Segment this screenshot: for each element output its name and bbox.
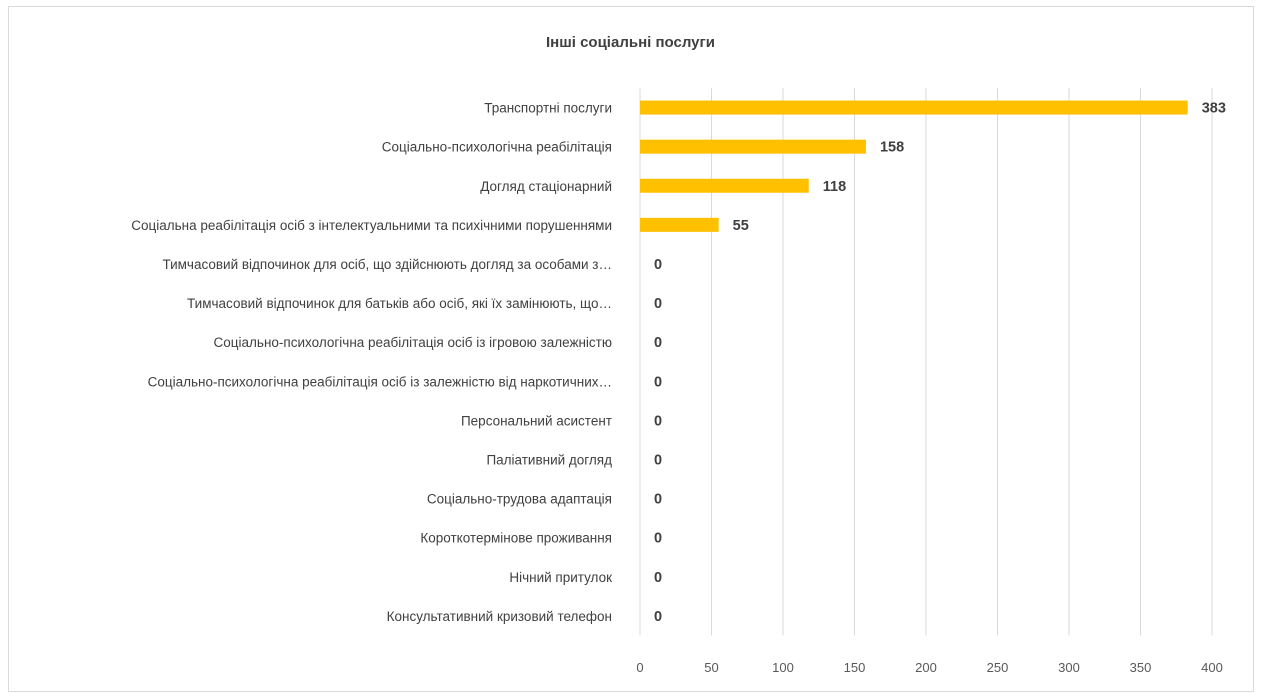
- x-tick-label: 100: [772, 660, 794, 675]
- data-label: 0: [654, 257, 662, 273]
- category-label: Нічний притулок: [509, 570, 612, 585]
- data-label: 0: [654, 492, 662, 508]
- x-tick-label: 0: [636, 660, 643, 675]
- category-label: Соціально-психологічна реабілітація осіб…: [148, 374, 612, 389]
- bar: [640, 178, 809, 193]
- chart-title: Інші соціальні послуги: [546, 34, 715, 51]
- category-label: Тимчасовий відпочинок для батьків або ос…: [187, 296, 612, 311]
- x-tick-label: 150: [844, 660, 866, 675]
- category-label: Консультативний кризовий телефон: [387, 609, 612, 624]
- data-label: 0: [654, 570, 662, 586]
- data-label: 0: [654, 531, 662, 547]
- category-label: Транспортні послуги: [484, 101, 612, 116]
- data-label: 0: [654, 296, 662, 312]
- data-label: 118: [823, 179, 846, 195]
- gridlines: [639, 88, 1213, 636]
- x-tick-label: 200: [915, 660, 937, 675]
- category-label: Догляд стаціонарний: [480, 179, 612, 194]
- x-tick-label: 250: [987, 660, 1009, 675]
- bar: [640, 139, 866, 154]
- category-label: Соціально-психологічна реабілітація осіб…: [214, 335, 612, 350]
- bar: [640, 100, 1188, 115]
- bars: [640, 100, 1188, 232]
- category-label: Соціально-трудова адаптація: [427, 492, 612, 507]
- category-label: Тимчасовий відпочинок для осіб, що здійс…: [162, 257, 612, 272]
- data-label: 55: [733, 218, 749, 234]
- data-label: 0: [654, 609, 662, 625]
- data-label: 0: [654, 335, 662, 351]
- category-label: Персональний асистент: [461, 413, 612, 428]
- data-label: 0: [654, 413, 662, 429]
- x-axis-tick-labels: 0 50 100 150 200 250 300 350 400: [636, 660, 1222, 675]
- data-label: 383: [1202, 101, 1226, 117]
- x-tick-label: 300: [1058, 660, 1080, 675]
- x-tick-label: 350: [1130, 660, 1152, 675]
- chart-area: [8, 6, 1254, 692]
- category-label: Паліативний догляд: [486, 452, 612, 467]
- category-label: Соціально-психологічна реабілітація: [382, 140, 612, 155]
- data-labels: 383 158 118 55 0 0 0 0 0 0 0 0 0 0: [654, 101, 1226, 625]
- category-label: Короткотермінове проживання: [420, 531, 612, 546]
- category-labels: Транспортні послуги Соціально-психологічн…: [131, 101, 612, 624]
- data-label: 0: [654, 452, 662, 468]
- x-tick-label: 400: [1201, 660, 1223, 675]
- bar: [640, 217, 719, 232]
- x-tick-label: 50: [704, 660, 718, 675]
- category-label: Соціальна реабілітація осіб з інтелектуа…: [131, 218, 612, 233]
- data-label: 158: [880, 140, 904, 156]
- data-label: 0: [654, 374, 662, 390]
